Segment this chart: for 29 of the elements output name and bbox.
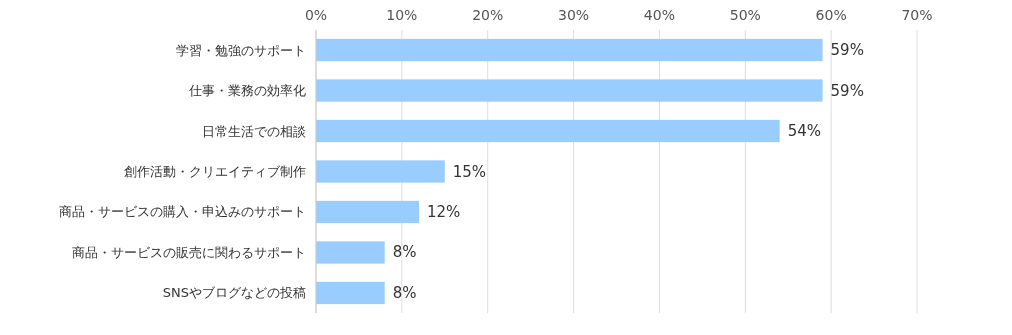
- data-label: 54%: [787, 122, 821, 141]
- y-tick-label: 商品・サービスの販売に関わるサポート: [72, 244, 306, 260]
- bar: [316, 200, 420, 224]
- x-tick-label: 50%: [729, 7, 761, 23]
- x-tick-label: 60%: [815, 7, 847, 23]
- bar: [316, 119, 780, 143]
- y-tick-label: 創作活動・クリエイティブ制作: [124, 164, 306, 179]
- x-tick-label: 30%: [558, 7, 590, 23]
- bar: [316, 38, 823, 62]
- x-tick-label: 0%: [304, 7, 328, 23]
- data-label: 59%: [830, 81, 864, 100]
- x-tick-label: 20%: [472, 7, 504, 23]
- y-tick-label: 学習・勉強のサポート: [176, 42, 306, 58]
- bar: [316, 160, 445, 183]
- data-label: 59%: [830, 41, 864, 60]
- bar: [316, 281, 385, 305]
- x-tick-label: 10%: [386, 7, 418, 23]
- y-tick-label: 日常生活での相談: [202, 123, 306, 139]
- data-label: 8%: [392, 243, 417, 262]
- x-tick-label: 70%: [901, 7, 933, 23]
- bar: [316, 79, 823, 102]
- data-label: 8%: [392, 283, 417, 302]
- y-tick-label: 仕事・業務の効率化: [188, 83, 306, 99]
- x-tick-label: 40%: [643, 7, 675, 23]
- data-label: 12%: [427, 202, 461, 221]
- data-label: 15%: [452, 162, 487, 181]
- y-tick-label: SNSやブログなどの投稿: [162, 285, 306, 301]
- y-tick-label: 商品・サービスの購入・申込みのサポート: [59, 204, 306, 220]
- bar: [316, 241, 385, 264]
